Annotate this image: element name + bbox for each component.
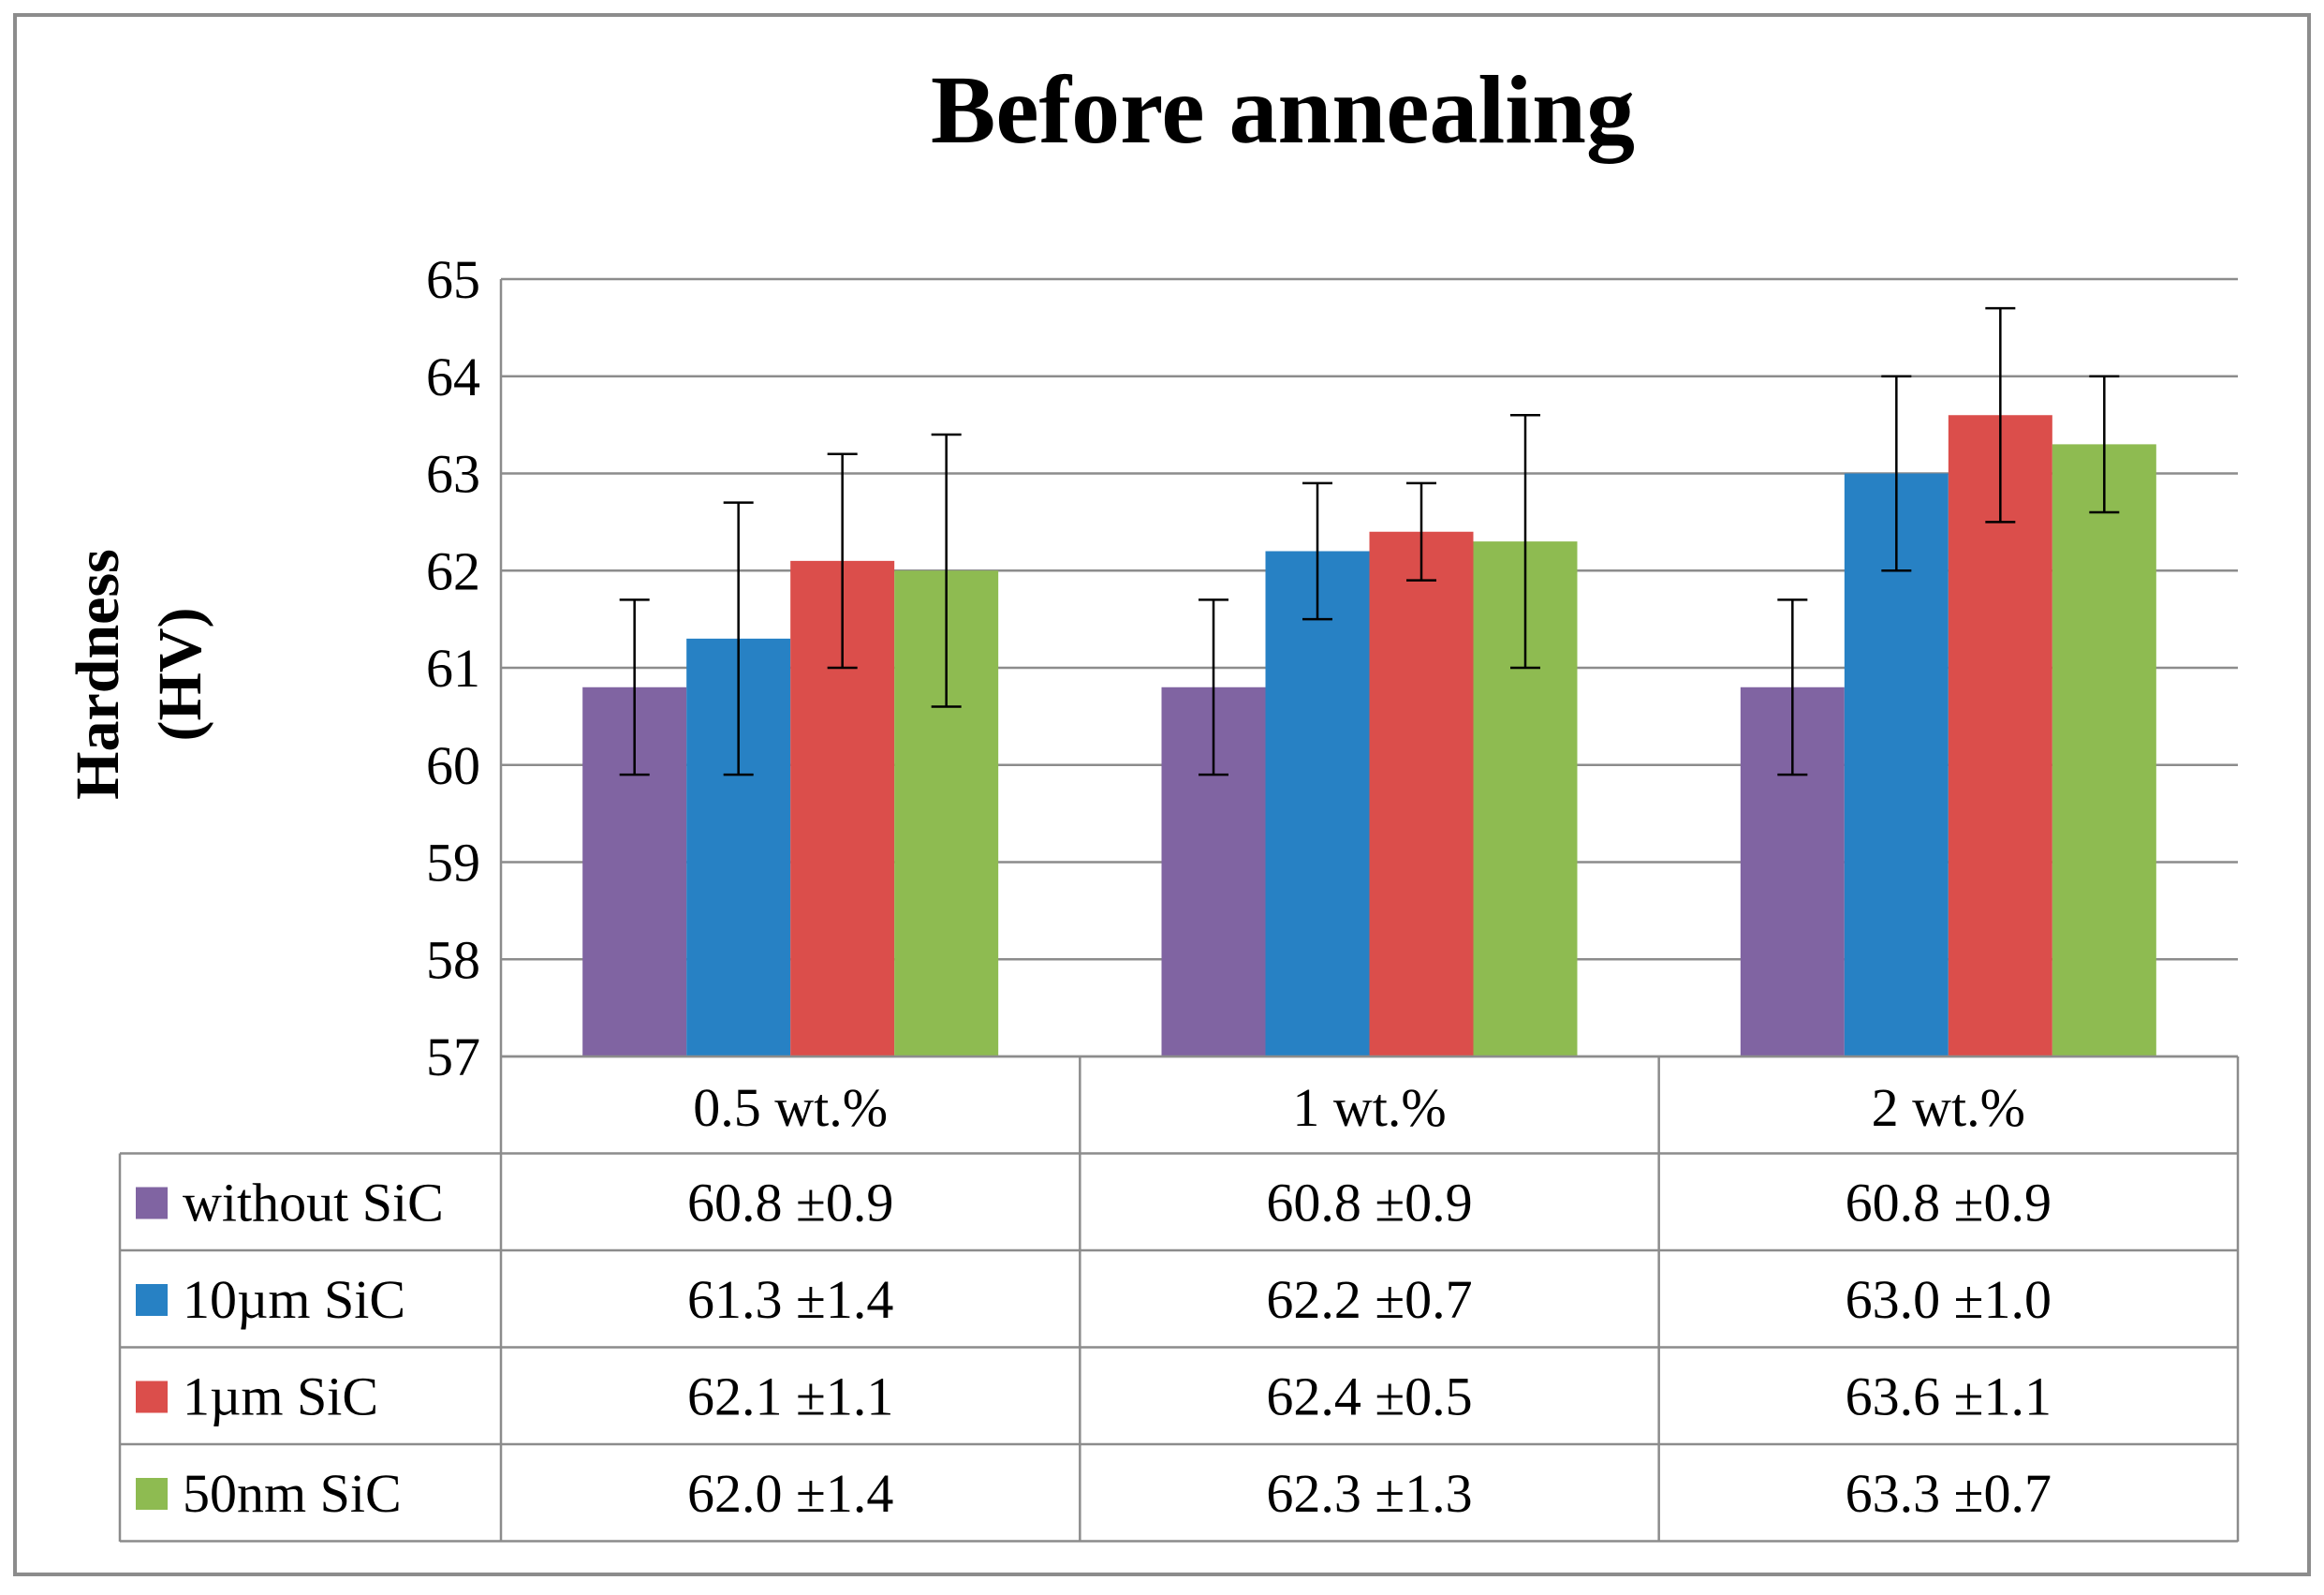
legend-label: 1µm SiC [183, 1366, 378, 1427]
data-table: 0.5 wt.% 1 wt.% 2 wt.% without SiC 60.8 ±0.9… [118, 1055, 2240, 1543]
x-category-label: 2 wt.% [1872, 1077, 2025, 1138]
y-axis-ticks: 57 58 59 60 61 62 63 64 65 [426, 249, 480, 1087]
y-tick-label: 65 [426, 249, 480, 310]
legend-swatch [136, 1187, 168, 1219]
y-tick-label: 61 [426, 638, 480, 699]
y-tick-label: 59 [426, 833, 480, 893]
chart-title: Before annealing [931, 56, 1635, 164]
legend-label: 10µm SiC [183, 1269, 405, 1330]
table-value: 62.4 ±0.5 [1266, 1366, 1472, 1427]
x-category-label: 1 wt.% [1292, 1077, 1446, 1138]
legend-swatch [136, 1381, 168, 1413]
table-value: 60.8 ±0.9 [1266, 1173, 1472, 1233]
y-tick-label: 57 [426, 1026, 480, 1087]
table-value: 62.0 ±1.4 [687, 1463, 893, 1524]
y-tick-label: 63 [426, 444, 480, 505]
table-value: 62.3 ±1.3 [1266, 1463, 1472, 1524]
table-value: 63.6 ±1.1 [1846, 1366, 2052, 1427]
table-value: 60.8 ±0.9 [1846, 1173, 2052, 1233]
legend-swatch [136, 1478, 168, 1510]
y-axis-label-line-1: Hardness [64, 549, 132, 800]
table-value: 63.0 ±1.0 [1846, 1269, 2052, 1330]
y-axis-label-line-2: (HV) [146, 608, 214, 742]
legend-label: without SiC [183, 1173, 444, 1233]
x-category-label: 0.5 wt.% [693, 1077, 888, 1138]
y-tick-label: 60 [426, 735, 480, 796]
y-tick-label: 58 [426, 929, 480, 990]
legend-label: 50nm SiC [183, 1463, 402, 1524]
y-tick-label: 64 [426, 347, 480, 407]
chart-frame [13, 13, 2311, 1576]
bar [1369, 531, 1474, 1056]
bar [2052, 444, 2156, 1056]
bars [582, 415, 2156, 1056]
bar [1265, 551, 1370, 1056]
legend-swatch [136, 1284, 168, 1316]
table-value: 63.3 ±0.7 [1846, 1463, 2052, 1524]
table-value: 61.3 ±1.4 [687, 1269, 893, 1330]
y-tick-label: 62 [426, 540, 480, 601]
table-value: 62.1 ±1.1 [687, 1366, 893, 1427]
table-value: 60.8 ±0.9 [687, 1173, 893, 1233]
table-value: 62.2 ±0.7 [1266, 1269, 1472, 1330]
error-bars [619, 306, 2120, 776]
